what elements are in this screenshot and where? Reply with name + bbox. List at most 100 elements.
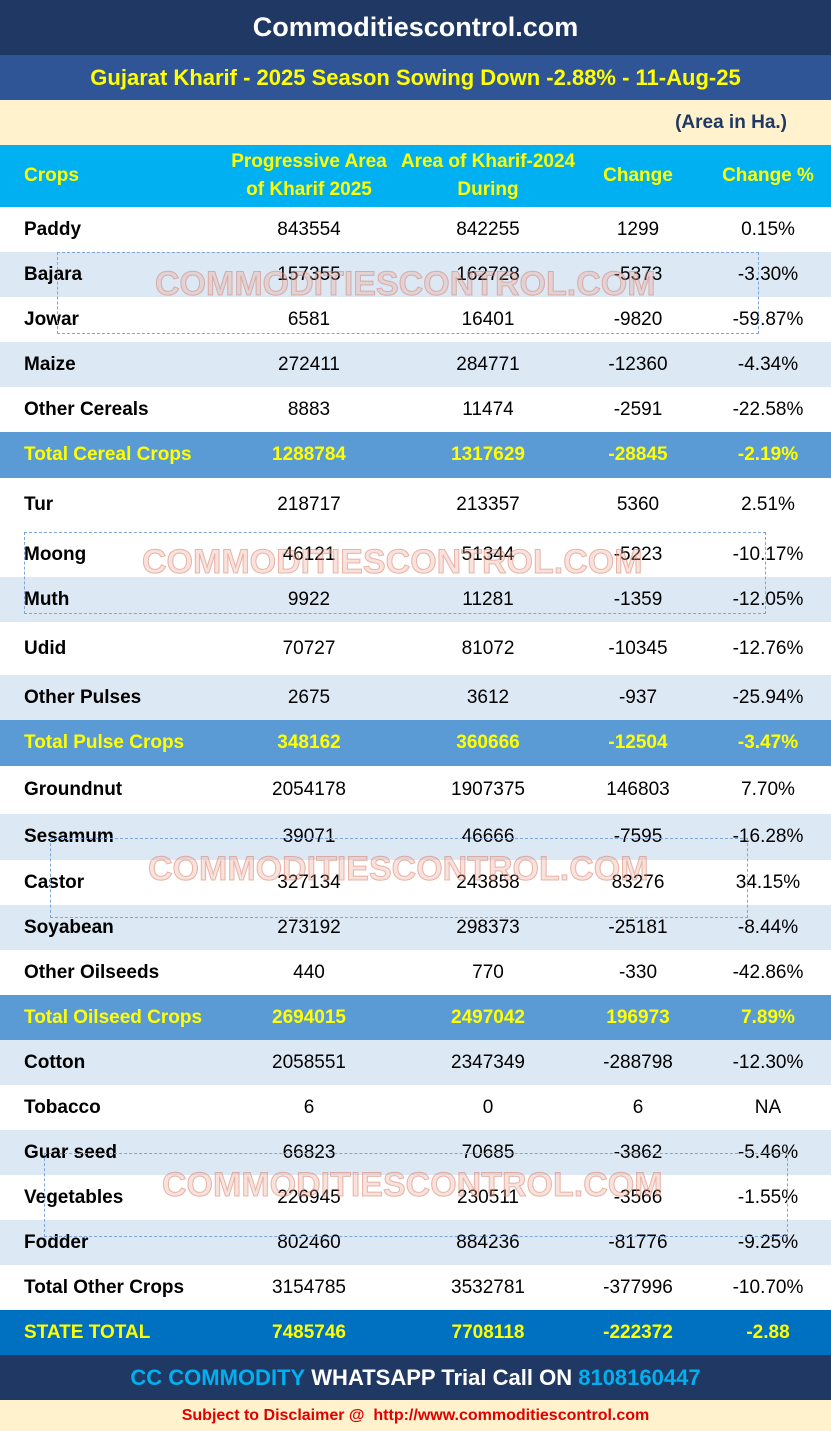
table-cell: -16.28% (732, 826, 804, 847)
table-row: Maize 272411 284771 -12360 -4.34% (0, 342, 831, 387)
table-cell: 11474 (462, 398, 514, 420)
table-cell: Muth (24, 588, 70, 610)
table-cell: Bajara (24, 263, 83, 285)
table-cell: 298373 (456, 916, 520, 938)
table-cell: 46121 (282, 543, 336, 565)
table-cell: -10.70% (732, 1276, 804, 1298)
table-row: Fodder 802460 884236 -81776 -9.25% (0, 1220, 831, 1265)
site-title: Commoditiescontrol.com (0, 0, 831, 55)
column-header: Change (603, 165, 673, 186)
table-cell: 213357 (456, 494, 520, 515)
watermark: COMMODITIESCONTROL.COM (155, 265, 657, 304)
table-cell: 157355 (277, 263, 341, 285)
table-cell: -3566 (613, 1186, 663, 1208)
table-cell: -222372 (603, 1321, 673, 1343)
watermark-box (50, 838, 748, 918)
table-cell: 327134 (277, 871, 341, 893)
watermark: COMMODITIESCONTROL.COM (162, 1166, 664, 1205)
report-title: Gujarat Kharif - 2025 Season Sowing Down… (0, 55, 831, 100)
watermark: COMMODITIESCONTROL.COM (142, 543, 644, 582)
table-cell: 66823 (282, 1141, 336, 1163)
table-cell: -1359 (613, 588, 663, 610)
table-cell: 6 (632, 1096, 644, 1118)
table-row: Soyabean 273192 298373 -25181 -8.44% (0, 905, 831, 950)
table-row: STATE TOTAL 7485746 7708118 -222372 -2.88 (0, 1310, 831, 1355)
table-cell: Total Cereal Crops (24, 444, 192, 465)
table-row: Total Cereal Crops 1288784 1317629 -28845 -2… (0, 432, 831, 478)
table-cell: -28845 (608, 444, 668, 465)
table-row: Udid 70727 81072 -10345 -12.76% (0, 622, 831, 675)
table-cell: 146803 (606, 779, 670, 800)
table-cell: 770 (472, 961, 504, 983)
table-cell: -4.34% (737, 353, 799, 375)
table-cell: 7485746 (272, 1321, 346, 1343)
table-cell: Tur (24, 494, 54, 515)
table-cell: -25181 (608, 916, 668, 938)
table-cell: 196973 (606, 1006, 670, 1028)
table-cell: 51344 (461, 543, 515, 565)
table-cell: -3.47% (737, 732, 799, 753)
table-cell: Maize (24, 353, 76, 375)
table-cell: 843554 (277, 218, 341, 240)
table-cell: 46666 (461, 826, 515, 847)
table-cell: -937 (618, 686, 658, 708)
watermark-box (24, 532, 766, 614)
table-cell: 2058551 (272, 1051, 346, 1073)
table-row: Tobacco 6 0 6 NA (0, 1085, 831, 1130)
table-cell: 34.15% (735, 871, 801, 893)
disclaimer: Subject to Disclaimer @ http://www.commo… (0, 1400, 831, 1431)
table-cell: 83276 (611, 871, 665, 893)
table-header: Crops Progressive Area of Kharif 2025 Area… (0, 145, 831, 207)
table-row: Groundnut 2054178 1907375 146803 7.70% (0, 766, 831, 814)
table-row: Other Oilseeds 440 770 -330 -42.86% (0, 950, 831, 995)
table-cell: 2497042 (451, 1006, 525, 1028)
table-row: Jowar 6581 16401 -9820 -59.87% (0, 297, 831, 342)
table-cell: Tobacco (24, 1096, 101, 1118)
table-cell: Guar seed (24, 1141, 117, 1163)
table-cell: -12504 (608, 732, 668, 753)
table-cell: 0 (482, 1096, 494, 1118)
table-cell: 3154785 (272, 1276, 346, 1298)
table-cell: -12.05% (732, 588, 804, 610)
table-cell: Total Other Crops (24, 1276, 185, 1298)
table-cell: 2.51% (741, 494, 795, 515)
table-cell: 7.89% (741, 1006, 795, 1028)
table-row: Other Cereals 8883 11474 -2591 -22.58% (0, 387, 831, 432)
table-cell: Other Pulses (24, 686, 142, 708)
table-cell: 348162 (277, 732, 341, 753)
table-row: Other Pulses 2675 3612 -937 -25.94% (0, 675, 831, 720)
table-cell: -10.17% (732, 543, 804, 565)
footer-text: WHATSAPP Trial Call ON (311, 1364, 573, 1390)
table-row: Total Pulse Crops 348162 360666 -12504 -3.47… (0, 720, 831, 766)
table-cell: 11281 (462, 588, 514, 610)
table-cell: -2.19% (737, 444, 799, 465)
table-cell: -7595 (613, 826, 663, 847)
unit-note: (Area in Ha.) (0, 100, 831, 145)
table-cell: -330 (618, 961, 658, 983)
table-cell: -9820 (613, 308, 663, 330)
table-cell: Total Pulse Crops (24, 732, 185, 753)
phone: 8108160447 (578, 1364, 701, 1390)
table-cell: -377996 (603, 1276, 673, 1298)
table-cell: Moong (24, 543, 87, 565)
table-cell: STATE TOTAL (24, 1321, 151, 1343)
table-row: Paddy 843554 842255 1299 0.15% (0, 207, 831, 252)
table-cell: -2.88 (746, 1321, 790, 1343)
table-cell: 1288784 (272, 444, 346, 465)
table-cell: Total Oilseed Crops (24, 1006, 203, 1028)
table-cell: 1907375 (451, 779, 525, 800)
table-cell: -5.46% (737, 1141, 799, 1163)
table-cell: 440 (293, 961, 325, 983)
table-cell: Paddy (24, 218, 82, 240)
table-cell: 7.70% (741, 779, 795, 800)
watermark-box (57, 252, 759, 334)
table-cell: 2694015 (272, 1006, 346, 1028)
table-cell: 3612 (466, 686, 510, 708)
column-header: Area of Kharif-2024 During (400, 151, 576, 200)
table-cell: -12.76% (732, 637, 804, 659)
table-cell: 226945 (277, 1186, 341, 1208)
table-cell: -5373 (613, 263, 663, 285)
table-cell: Groundnut (24, 779, 123, 800)
table-cell: 70685 (461, 1141, 515, 1163)
